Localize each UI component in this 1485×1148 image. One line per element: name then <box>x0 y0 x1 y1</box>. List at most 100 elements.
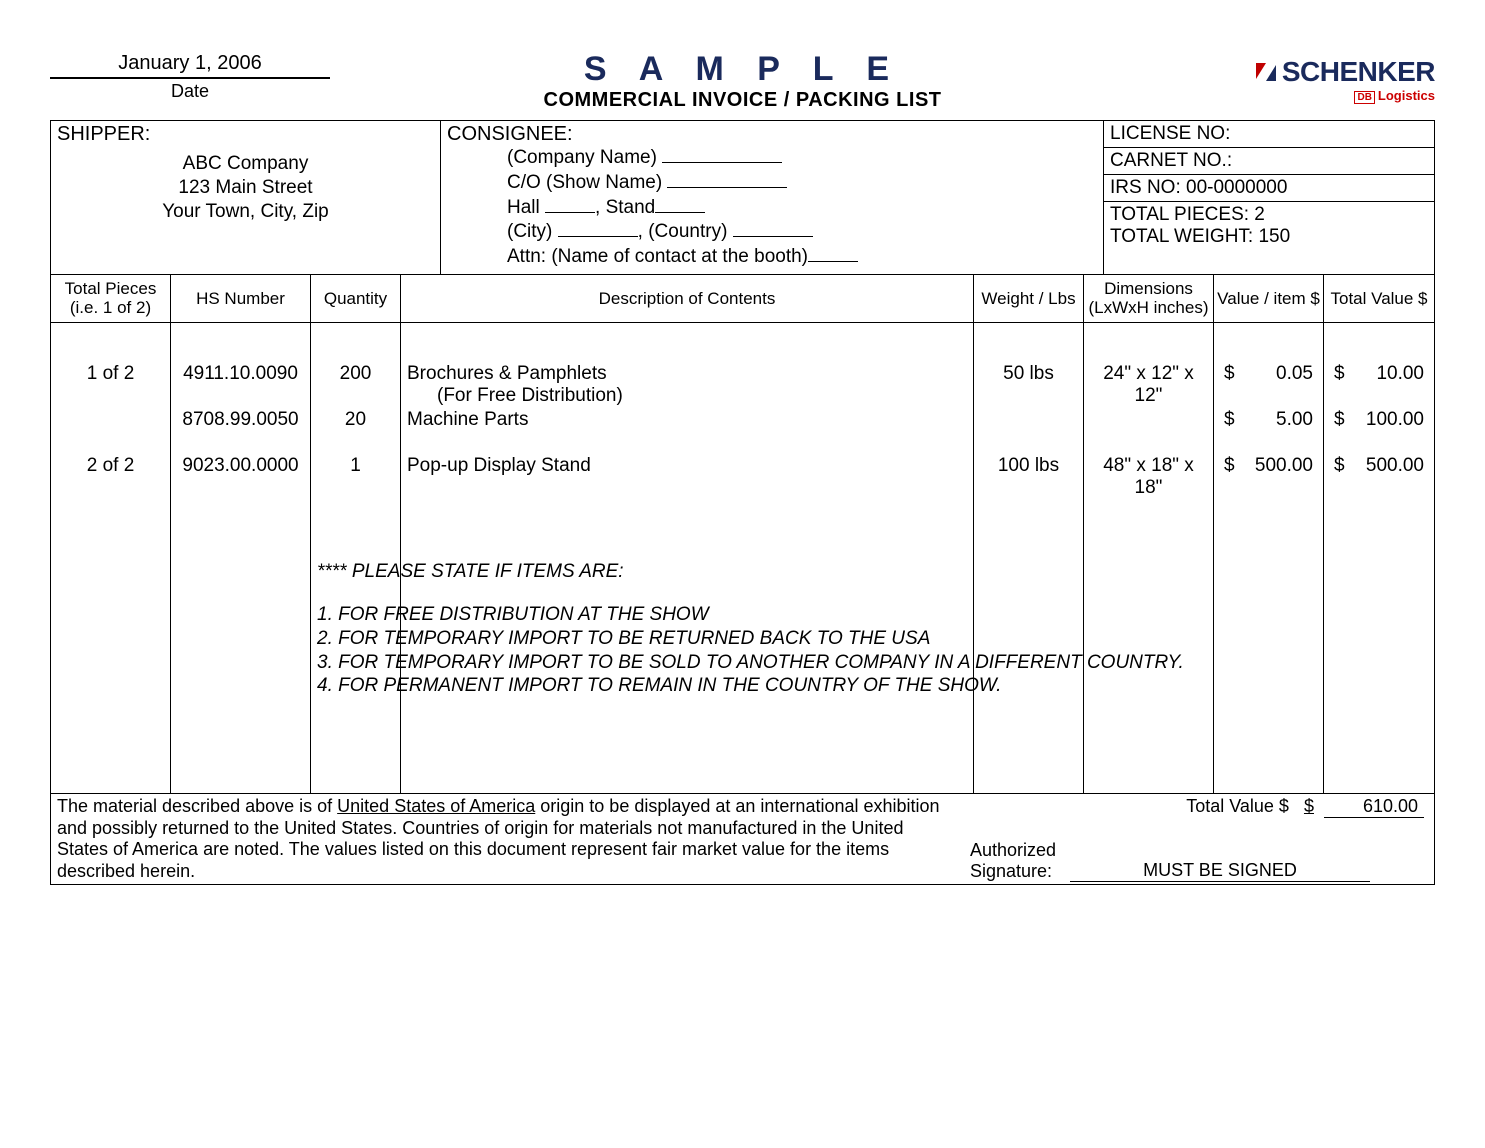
val: 100.00 <box>1366 409 1424 431</box>
body-hs: 4911.10.0090 8708.99.0050 9023.00.0000 <box>171 323 311 793</box>
cell: 1 <box>317 455 394 501</box>
shipper-body: ABC Company 123 Main Street Your Town, C… <box>57 146 434 229</box>
cell: 48" x 18" x 18" <box>1090 455 1207 501</box>
shipper-label: SHIPPER: <box>57 123 434 146</box>
date-block: January 1, 2006 Date <box>50 50 330 102</box>
body-qty: 200 20 1 **** PLEASE STATE IF ITEMS ARE:… <box>311 323 401 793</box>
shipper-line: ABC Company <box>57 152 434 176</box>
cell <box>980 409 1077 455</box>
body-desc: Brochures & Pamphlets (For Free Distribu… <box>401 323 974 793</box>
invoice-document: January 1, 2006 Date S A M P L E COMMERC… <box>50 50 1435 885</box>
footer-signature-block: Total Value $ $ 610.00 Authorized Signat… <box>964 794 1434 884</box>
dollar-sign: $ <box>1334 363 1345 385</box>
footer-row: The material described above is of Unite… <box>50 793 1435 885</box>
col-desc: Description of Contents <box>401 275 974 322</box>
body-wt: 50 lbs 100 lbs <box>974 323 1084 793</box>
cell <box>57 409 164 455</box>
cell <box>1090 409 1207 455</box>
note-line: 4. FOR PERMANENT IMPORT TO REMAIN IN THE… <box>317 674 394 698</box>
stmt-pre: The material described above is of <box>57 796 337 816</box>
blank-line <box>808 245 858 262</box>
date-value: January 1, 2006 <box>50 50 330 79</box>
cell: 9023.00.0000 <box>177 455 304 501</box>
note-line: 2. FOR TEMPORARY IMPORT TO BE RETURNED B… <box>317 627 394 651</box>
cell: $0.05 <box>1220 363 1317 409</box>
totals-box: TOTAL PIECES: 2 TOTAL WEIGHT: 150 <box>1104 202 1434 274</box>
carnet-no: CARNET NO.: <box>1104 148 1434 175</box>
consignee-stand: , Stand <box>595 197 655 218</box>
shipper-box: SHIPPER: ABC Company 123 Main Street You… <box>51 121 441 274</box>
consignee-hall: Hall <box>507 197 540 218</box>
col-total: Total Value $ <box>1324 275 1434 322</box>
consignee-country: , (Country) <box>638 221 728 242</box>
footer-total: Total Value $ $ 610.00 <box>970 796 1428 818</box>
cell: $500.00 <box>1330 455 1428 501</box>
dollar-sign: $ <box>1224 409 1235 431</box>
blank-line <box>558 220 638 237</box>
notes-title: **** PLEASE STATE IF ITEMS ARE: <box>317 501 394 583</box>
cell: $5.00 <box>1220 409 1317 455</box>
notes-body: 1. FOR FREE DISTRIBUTION AT THE SHOW 2. … <box>317 583 394 698</box>
body-dim: 24" x 12" x 12" 48" x 18" x 18" <box>1084 323 1214 793</box>
cell: 4911.10.0090 <box>177 363 304 409</box>
signature-row: Authorized Signature: MUST BE SIGNED <box>970 840 1428 882</box>
logo-text: SCHENKER <box>1282 56 1435 87</box>
top-row: January 1, 2006 Date S A M P L E COMMERC… <box>50 50 1435 112</box>
blank-line <box>662 146 782 163</box>
schenker-logo: SCHENKER <box>1155 56 1435 90</box>
blank-line <box>545 196 595 213</box>
consignee-company: (Company Name) <box>507 147 657 168</box>
blank-line <box>667 171 787 188</box>
consignee-box: CONSIGNEE: (Company Name) C/O (Show Name… <box>441 121 1104 274</box>
watermark-sample: S A M P L E <box>330 50 1155 89</box>
total-label: Total Value $ <box>1186 796 1289 816</box>
logo-subtitle: DBLogistics <box>1155 88 1435 103</box>
shipper-line: Your Town, City, Zip <box>57 200 434 224</box>
col-weight: Weight / Lbs <box>974 275 1084 322</box>
cell: Machine Parts <box>407 409 967 455</box>
val: 0.05 <box>1276 363 1313 385</box>
cell: 200 <box>317 363 394 409</box>
document-title: COMMERCIAL INVOICE / PACKING LIST <box>330 89 1155 112</box>
dollar-sign: $ <box>1304 796 1314 816</box>
col-value: Value / item $ <box>1214 275 1324 322</box>
auth-label: Authorized Signature: <box>970 840 1070 882</box>
logo-sub-text: Logistics <box>1378 88 1435 103</box>
title-block: S A M P L E COMMERCIAL INVOICE / PACKING… <box>330 50 1155 112</box>
consignee-attn: Attn: (Name of contact at the booth) <box>507 246 808 267</box>
cell: 1 of 2 <box>57 363 164 409</box>
note-line: 1. FOR FREE DISTRIBUTION AT THE SHOW <box>317 603 394 627</box>
dollar-sign: $ <box>1224 363 1235 385</box>
consignee-co: C/O (Show Name) <box>507 172 662 193</box>
cell: 8708.99.0050 <box>177 409 304 455</box>
items-body: 1 of 2 2 of 2 4911.10.0090 8708.99.0050 … <box>50 323 1435 793</box>
cell: 100 lbs <box>980 455 1077 501</box>
total-weight: TOTAL WEIGHT: 150 <box>1110 226 1428 248</box>
stmt-country: United States of America <box>337 796 535 816</box>
cell: Brochures & Pamphlets (For Free Distribu… <box>407 363 967 409</box>
cell: 50 lbs <box>980 363 1077 409</box>
col-pieces: Total Pieces (i.e. 1 of 2) <box>51 275 171 322</box>
blank-line <box>655 196 705 213</box>
val: 500.00 <box>1366 455 1424 477</box>
dollar-sign: $ <box>1334 409 1345 431</box>
val: 5.00 <box>1276 409 1313 431</box>
cell: 2 of 2 <box>57 455 164 501</box>
logo-icon <box>1254 58 1278 90</box>
col-dim: Dimensions (LxWxH inches) <box>1084 275 1214 322</box>
total-value: 610.00 <box>1324 796 1424 818</box>
cell: 24" x 12" x 12" <box>1090 363 1207 409</box>
cell: $100.00 <box>1330 409 1428 455</box>
footer-statement: The material described above is of Unite… <box>51 794 964 884</box>
consignee-body: (Company Name) C/O (Show Name) Hall , St… <box>447 146 1097 270</box>
irs-no: IRS NO: 00-0000000 <box>1104 175 1434 202</box>
body-tot: $10.00 $100.00 $500.00 <box>1324 323 1434 793</box>
shipper-line: 123 Main Street <box>57 176 434 200</box>
blank-line <box>733 220 813 237</box>
license-no: LICENSE NO: <box>1104 121 1434 148</box>
body-val: $0.05 $5.00 $500.00 <box>1214 323 1324 793</box>
col-qty: Quantity <box>311 275 401 322</box>
date-label: Date <box>50 79 330 102</box>
cell: Pop-up Display Stand <box>407 455 967 501</box>
val: 500.00 <box>1255 455 1313 477</box>
